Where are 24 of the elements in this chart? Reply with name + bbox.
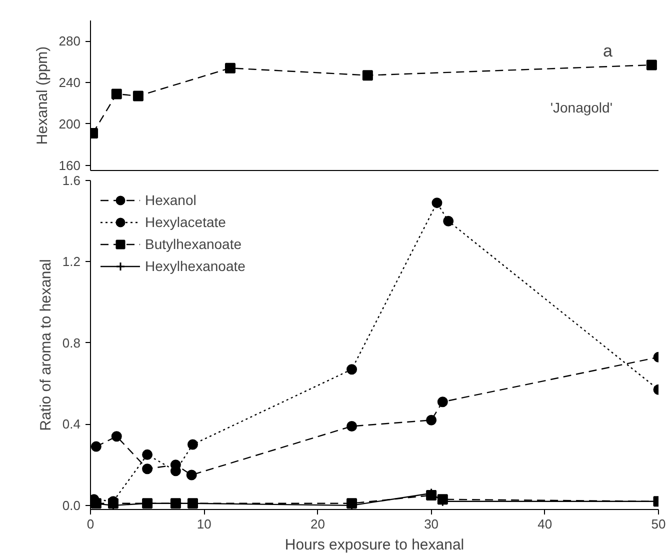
y-tick-label: 0.8 — [62, 335, 81, 350]
y-tick-label: 240 — [58, 75, 81, 90]
legend-label: Hexylhexanoate — [145, 258, 246, 274]
legend-label: Hexanol — [145, 192, 196, 208]
x-tick-label: 30 — [424, 516, 439, 532]
x-tick-label: 50 — [651, 516, 666, 532]
annotation: a — [603, 42, 614, 60]
y-tick-label: 160 — [58, 158, 81, 173]
y-axis-title: Hexanal (ppm) — [34, 46, 51, 145]
x-axis-title: Hours exposure to hexanal — [284, 536, 464, 554]
y-tick-label: 1.2 — [62, 254, 81, 270]
y-tick-label: 200 — [58, 116, 81, 132]
annotation: 'Jonagold' — [550, 100, 613, 116]
legend-label: Butylhexanoate — [145, 236, 242, 252]
y-tick-label: 0.4 — [62, 416, 81, 432]
x-tick-label: 10 — [196, 516, 212, 532]
legend-label: Hexylacetate — [145, 214, 226, 230]
y-axis-title: Ratio of aroma to hexanal — [37, 259, 54, 431]
x-tick-label: 20 — [310, 516, 325, 532]
y-tick-label: 280 — [58, 34, 81, 49]
x-tick-label: 0 — [86, 516, 94, 532]
x-tick-label: 40 — [538, 516, 552, 532]
y-tick-label: 0.0 — [62, 498, 81, 513]
y-tick-label: 1.6 — [62, 173, 81, 188]
